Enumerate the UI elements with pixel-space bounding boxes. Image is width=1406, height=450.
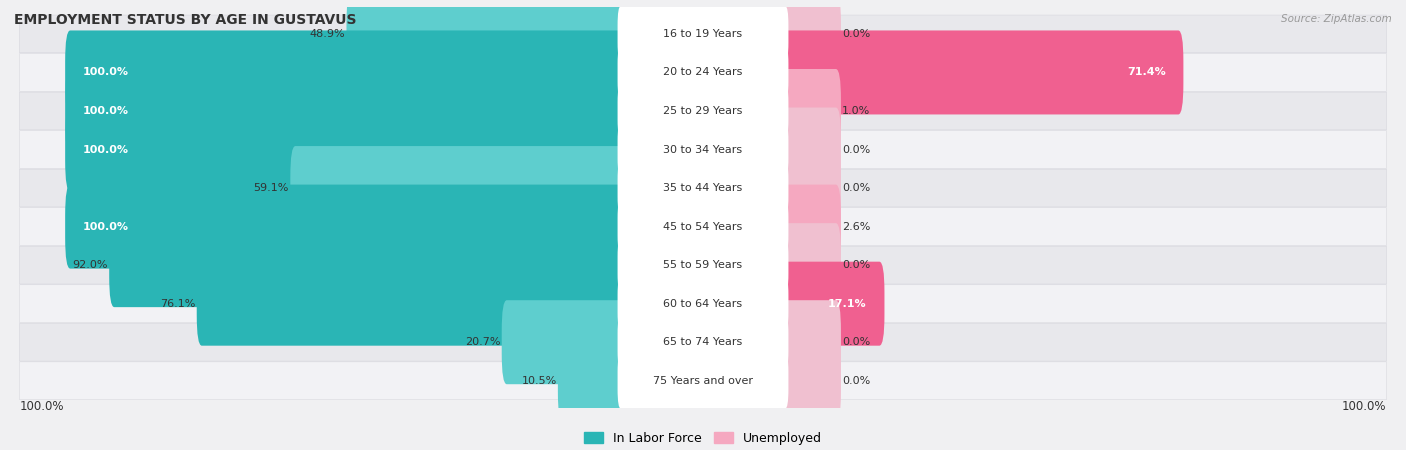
FancyBboxPatch shape	[20, 324, 1386, 361]
Text: 35 to 44 Years: 35 to 44 Years	[664, 183, 742, 193]
FancyBboxPatch shape	[780, 261, 884, 346]
FancyBboxPatch shape	[65, 184, 626, 269]
Text: 1.0%: 1.0%	[842, 106, 870, 116]
Text: 0.0%: 0.0%	[842, 260, 870, 270]
Text: 100.0%: 100.0%	[83, 106, 129, 116]
Text: 55 to 59 Years: 55 to 59 Years	[664, 260, 742, 270]
FancyBboxPatch shape	[20, 130, 1386, 168]
FancyBboxPatch shape	[780, 69, 841, 153]
FancyBboxPatch shape	[617, 160, 789, 216]
FancyBboxPatch shape	[20, 54, 1386, 91]
Text: 20.7%: 20.7%	[465, 337, 501, 347]
FancyBboxPatch shape	[197, 261, 626, 346]
FancyBboxPatch shape	[65, 108, 626, 192]
Text: 17.1%: 17.1%	[828, 299, 866, 309]
Text: 100.0%: 100.0%	[83, 144, 129, 154]
FancyBboxPatch shape	[780, 0, 841, 76]
FancyBboxPatch shape	[780, 31, 1184, 114]
Text: 75 Years and over: 75 Years and over	[652, 376, 754, 386]
Text: 0.0%: 0.0%	[842, 29, 870, 39]
Text: 76.1%: 76.1%	[160, 299, 195, 309]
FancyBboxPatch shape	[290, 146, 626, 230]
FancyBboxPatch shape	[20, 15, 1386, 53]
FancyBboxPatch shape	[617, 45, 789, 100]
FancyBboxPatch shape	[780, 223, 841, 307]
Text: 0.0%: 0.0%	[842, 337, 870, 347]
Text: 0.0%: 0.0%	[842, 183, 870, 193]
FancyBboxPatch shape	[617, 276, 789, 331]
Text: 92.0%: 92.0%	[73, 260, 108, 270]
FancyBboxPatch shape	[20, 92, 1386, 130]
Text: 20 to 24 Years: 20 to 24 Years	[664, 68, 742, 77]
Text: 48.9%: 48.9%	[309, 29, 346, 39]
FancyBboxPatch shape	[110, 223, 626, 307]
Text: EMPLOYMENT STATUS BY AGE IN GUSTAVUS: EMPLOYMENT STATUS BY AGE IN GUSTAVUS	[14, 14, 357, 27]
Text: 10.5%: 10.5%	[522, 376, 557, 386]
FancyBboxPatch shape	[558, 339, 626, 423]
FancyBboxPatch shape	[617, 199, 789, 254]
Text: 45 to 54 Years: 45 to 54 Years	[664, 221, 742, 232]
FancyBboxPatch shape	[20, 362, 1386, 400]
FancyBboxPatch shape	[780, 108, 841, 192]
Text: 60 to 64 Years: 60 to 64 Years	[664, 299, 742, 309]
FancyBboxPatch shape	[617, 238, 789, 293]
Text: 59.1%: 59.1%	[253, 183, 290, 193]
FancyBboxPatch shape	[20, 246, 1386, 284]
FancyBboxPatch shape	[780, 146, 841, 230]
Text: 65 to 74 Years: 65 to 74 Years	[664, 337, 742, 347]
FancyBboxPatch shape	[617, 353, 789, 409]
Text: 0.0%: 0.0%	[842, 144, 870, 154]
Text: Source: ZipAtlas.com: Source: ZipAtlas.com	[1281, 14, 1392, 23]
FancyBboxPatch shape	[617, 315, 789, 370]
FancyBboxPatch shape	[502, 300, 626, 384]
FancyBboxPatch shape	[617, 6, 789, 62]
Text: 2.6%: 2.6%	[842, 221, 870, 232]
FancyBboxPatch shape	[346, 0, 626, 76]
FancyBboxPatch shape	[20, 169, 1386, 207]
Text: 0.0%: 0.0%	[842, 376, 870, 386]
Text: 25 to 29 Years: 25 to 29 Years	[664, 106, 742, 116]
Text: 100.0%: 100.0%	[20, 400, 65, 414]
FancyBboxPatch shape	[20, 285, 1386, 323]
FancyBboxPatch shape	[780, 300, 841, 384]
Text: 30 to 34 Years: 30 to 34 Years	[664, 144, 742, 154]
FancyBboxPatch shape	[617, 83, 789, 139]
Text: 100.0%: 100.0%	[1341, 400, 1386, 414]
FancyBboxPatch shape	[780, 184, 841, 269]
Text: 71.4%: 71.4%	[1128, 68, 1166, 77]
FancyBboxPatch shape	[780, 339, 841, 423]
FancyBboxPatch shape	[617, 122, 789, 177]
Text: 16 to 19 Years: 16 to 19 Years	[664, 29, 742, 39]
FancyBboxPatch shape	[20, 208, 1386, 246]
FancyBboxPatch shape	[65, 31, 626, 114]
Text: 100.0%: 100.0%	[83, 68, 129, 77]
Legend: In Labor Force, Unemployed: In Labor Force, Unemployed	[579, 427, 827, 450]
Text: 100.0%: 100.0%	[83, 221, 129, 232]
FancyBboxPatch shape	[65, 69, 626, 153]
